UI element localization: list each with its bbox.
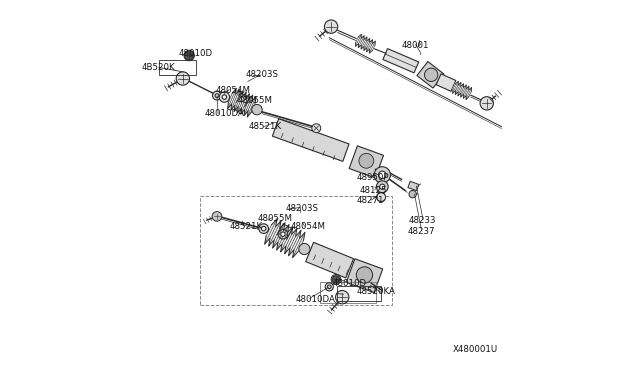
Circle shape	[185, 51, 194, 60]
Circle shape	[376, 181, 388, 193]
Circle shape	[212, 91, 221, 100]
Circle shape	[184, 50, 195, 61]
Text: 48054M: 48054M	[216, 86, 250, 95]
Text: 4B520K: 4B520K	[141, 63, 175, 72]
Polygon shape	[356, 34, 375, 53]
Circle shape	[380, 184, 385, 189]
Text: 48055M: 48055M	[237, 96, 273, 105]
Circle shape	[299, 243, 310, 254]
Circle shape	[219, 92, 230, 102]
Circle shape	[409, 190, 417, 198]
Circle shape	[324, 20, 338, 33]
Circle shape	[377, 193, 385, 202]
Bar	[346, 259, 383, 293]
Circle shape	[281, 232, 285, 236]
Polygon shape	[306, 243, 353, 278]
Text: 48521K: 48521K	[229, 222, 262, 231]
Circle shape	[424, 68, 438, 81]
Circle shape	[374, 167, 390, 183]
Polygon shape	[452, 81, 472, 100]
Text: 48010D: 48010D	[179, 49, 212, 58]
Bar	[159, 60, 196, 75]
Circle shape	[359, 153, 374, 168]
Circle shape	[176, 72, 189, 85]
Circle shape	[215, 94, 219, 97]
Text: 48237: 48237	[407, 227, 435, 236]
Text: 48203S: 48203S	[286, 204, 319, 213]
Bar	[320, 282, 376, 304]
Bar	[417, 61, 444, 88]
Circle shape	[278, 230, 288, 239]
Text: 48203S: 48203S	[246, 70, 279, 79]
Circle shape	[331, 275, 340, 284]
Text: 48001: 48001	[401, 41, 429, 50]
Bar	[200, 196, 392, 305]
Text: 48520KA: 48520KA	[357, 287, 396, 296]
Polygon shape	[273, 119, 349, 161]
Circle shape	[222, 95, 227, 99]
Text: 48125: 48125	[360, 186, 388, 195]
Circle shape	[332, 276, 340, 283]
Polygon shape	[265, 219, 305, 258]
Circle shape	[259, 224, 269, 234]
Text: 48055M: 48055M	[258, 214, 292, 223]
Text: 48950P: 48950P	[356, 173, 389, 182]
Polygon shape	[383, 49, 419, 73]
Text: 48010DA: 48010DA	[204, 109, 244, 118]
Text: 48010D: 48010D	[333, 279, 367, 288]
Circle shape	[335, 291, 349, 304]
Circle shape	[356, 267, 372, 283]
Bar	[337, 286, 381, 301]
Bar	[349, 146, 383, 178]
Text: 48521K: 48521K	[249, 122, 282, 131]
Circle shape	[325, 283, 333, 291]
Polygon shape	[228, 88, 256, 117]
Circle shape	[328, 285, 331, 289]
Text: 48054M: 48054M	[291, 222, 325, 231]
Text: 48233: 48233	[409, 216, 436, 225]
Circle shape	[312, 124, 321, 133]
Text: X480001U: X480001U	[452, 345, 498, 354]
Polygon shape	[436, 74, 456, 92]
Circle shape	[378, 171, 386, 179]
Bar	[408, 181, 419, 191]
Circle shape	[212, 212, 222, 221]
Circle shape	[480, 97, 493, 110]
Circle shape	[252, 105, 262, 115]
Text: 48271: 48271	[356, 196, 384, 205]
Circle shape	[262, 227, 266, 231]
Text: 48010DA: 48010DA	[296, 295, 336, 304]
